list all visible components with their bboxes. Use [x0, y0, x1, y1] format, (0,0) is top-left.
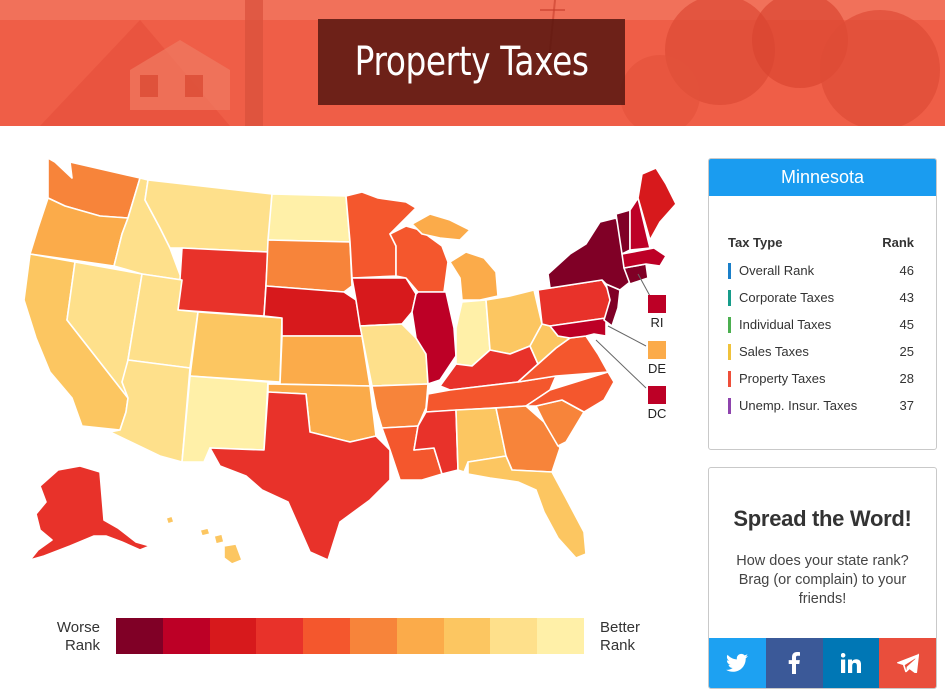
legend-color-scale	[116, 618, 584, 654]
state-NH[interactable]	[629, 197, 651, 251]
rank-row: Individual Taxes 45	[728, 316, 914, 343]
paper-plane-icon	[896, 653, 919, 673]
rank-table-body: Overall Rank 46 Corporate Taxes 43 Individua…	[728, 262, 914, 424]
legend-swatch	[209, 618, 257, 654]
small-state-de-box[interactable]	[648, 341, 666, 359]
share-panel: Spread the Word! How does your state ran…	[708, 467, 937, 689]
rank-row-value: 25	[899, 344, 914, 359]
rank-row: Corporate Taxes 43	[728, 289, 914, 316]
state-MA[interactable]	[621, 247, 667, 269]
leader-line-ri	[637, 273, 651, 297]
header-banner: Property Taxes	[0, 0, 945, 126]
leader-line-dc	[595, 339, 647, 389]
rank-row: Unemp. Insur. Taxes 37	[728, 397, 914, 424]
share-buttons	[709, 638, 936, 688]
legend-swatch	[303, 618, 350, 654]
twitter-share-button[interactable]	[709, 638, 766, 688]
share-title: Spread the Word!	[733, 506, 912, 531]
us-choropleth-map: RI DE DC	[10, 150, 690, 590]
small-state-dc-label: DC	[647, 406, 667, 421]
rank-row-color-bar	[728, 371, 731, 387]
leader-line-de	[607, 325, 647, 347]
rank-row: Property Taxes 28	[728, 370, 914, 397]
legend-better-line1: Better	[600, 619, 641, 636]
facebook-share-button[interactable]	[765, 638, 823, 688]
page-title-box: Property Taxes	[318, 19, 625, 105]
rank-row-value: 46	[899, 263, 914, 278]
state-KS[interactable]	[279, 335, 371, 387]
rank-row: Sales Taxes 25	[728, 343, 914, 370]
rank-row-value: 45	[899, 317, 914, 332]
rank-row-color-bar	[728, 317, 731, 333]
rank-table-header: Tax Type Rank	[728, 235, 914, 250]
legend-swatch	[256, 618, 304, 654]
rank-row-label: Individual Taxes	[739, 317, 832, 332]
small-state-ri-label: RI	[650, 315, 664, 330]
legend-swatch	[396, 618, 444, 654]
page-title: Property Taxes	[354, 39, 589, 85]
col-rank: Rank	[882, 235, 914, 250]
state-FL[interactable]	[467, 455, 587, 559]
rank-row-value: 28	[899, 371, 914, 386]
state-AK[interactable]	[29, 465, 151, 561]
legend-swatch	[490, 618, 538, 654]
rank-row-value: 37	[899, 398, 914, 413]
twitter-bird-icon	[726, 653, 749, 672]
legend-worse-line1: Worse	[56, 619, 100, 636]
col-tax-type: Tax Type	[728, 235, 783, 250]
state-IA[interactable]	[351, 277, 417, 327]
state-NC[interactable]	[525, 371, 615, 413]
rank-row-label: Corporate Taxes	[739, 290, 835, 305]
telegram-share-button[interactable]	[879, 638, 936, 688]
rank-row-color-bar	[728, 290, 731, 306]
rank-row: Overall Rank 46	[728, 262, 914, 289]
state-TX[interactable]	[209, 391, 391, 561]
legend-better-label: Better Rank	[600, 619, 660, 655]
facebook-f-icon	[788, 652, 801, 674]
legend-swatch	[349, 618, 397, 654]
state-detail-panel: Minnesota Tax Type Rank Overall Rank 46 Co…	[708, 158, 937, 450]
rank-row-color-bar	[728, 398, 731, 414]
small-state-dc-box[interactable]	[648, 386, 666, 404]
legend-worse-label: Worse Rank	[40, 619, 100, 655]
state-MI-upper[interactable]	[411, 213, 471, 241]
rank-row-value: 43	[899, 290, 914, 305]
state-ME[interactable]	[637, 167, 677, 241]
state-SD[interactable]	[265, 239, 353, 293]
state-CO[interactable]	[189, 311, 283, 383]
rank-row-label: Unemp. Insur. Taxes	[739, 398, 858, 413]
small-state-ri-box[interactable]	[648, 295, 666, 313]
share-text: How does your state rank? Brag (or compl…	[736, 553, 909, 607]
legend-swatch	[443, 618, 491, 654]
state-ND[interactable]	[267, 193, 351, 243]
rank-row-label: Property Taxes	[739, 371, 826, 386]
rank-row-label: Overall Rank	[739, 263, 815, 278]
linkedin-in-icon	[840, 653, 861, 673]
state-MI[interactable]	[449, 251, 499, 301]
legend-swatch	[116, 618, 163, 654]
rank-row-color-bar	[728, 344, 731, 360]
state-WY[interactable]	[177, 247, 269, 317]
legend-better-line2: Rank	[600, 637, 636, 654]
small-state-de-label: DE	[647, 361, 667, 376]
legend-swatch	[162, 618, 210, 654]
map-legend: Worse Rank Better Rank	[40, 615, 660, 660]
rank-row-color-bar	[728, 263, 731, 279]
legend-swatch	[537, 618, 584, 654]
state-IL[interactable]	[411, 291, 457, 385]
state-AR[interactable]	[371, 383, 429, 429]
legend-worse-line2: Rank	[64, 637, 100, 654]
state-HI[interactable]	[165, 515, 243, 565]
selected-state-name: Minnesota	[709, 159, 936, 196]
linkedin-share-button[interactable]	[822, 638, 880, 688]
rank-row-label: Sales Taxes	[739, 344, 809, 359]
